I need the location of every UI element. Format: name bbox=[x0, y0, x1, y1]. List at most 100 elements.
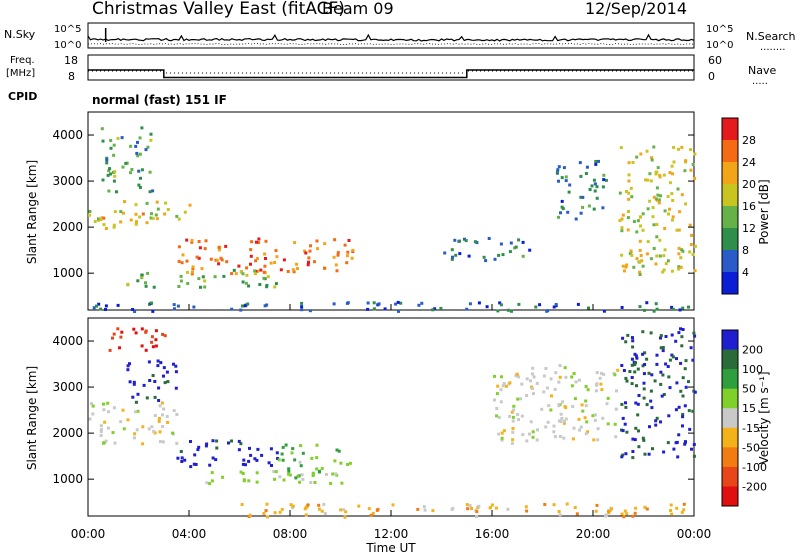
noise-left-tick-top: 10^5 bbox=[54, 24, 81, 35]
heatmap-cell bbox=[147, 360, 151, 364]
y-tick-label: 2000 bbox=[52, 220, 83, 234]
heatmap-cell bbox=[646, 178, 650, 182]
heatmap-cell bbox=[631, 336, 634, 340]
heatmap-cell bbox=[151, 374, 155, 377]
heatmap-cell bbox=[192, 305, 196, 309]
heatmap-cell bbox=[221, 475, 225, 479]
heatmap-cell bbox=[661, 270, 665, 274]
colorbar-swatch bbox=[722, 206, 738, 229]
heatmap-cell bbox=[679, 265, 683, 269]
heatmap-cell bbox=[525, 377, 529, 381]
heatmap-cell bbox=[529, 379, 532, 383]
heatmap-cell bbox=[633, 352, 637, 356]
heatmap-cell bbox=[134, 212, 138, 216]
heatmap-cell bbox=[584, 432, 588, 436]
heatmap-cell bbox=[595, 503, 599, 507]
heatmap-cell bbox=[270, 464, 273, 467]
heatmap-cell bbox=[119, 420, 123, 424]
heatmap-cell bbox=[635, 356, 639, 360]
heatmap-cell bbox=[131, 308, 135, 311]
heatmap-cell bbox=[642, 308, 646, 312]
heatmap-cell bbox=[136, 279, 140, 283]
heatmap-cell bbox=[667, 212, 670, 216]
heatmap-cell bbox=[209, 257, 213, 261]
heatmap-cell bbox=[605, 402, 609, 406]
heatmap-cell bbox=[581, 409, 585, 413]
heatmap-cell bbox=[521, 254, 525, 258]
heatmap-cell bbox=[571, 405, 575, 408]
heatmap-cell bbox=[346, 301, 350, 305]
heatmap-cell bbox=[172, 362, 175, 366]
heatmap-cell bbox=[585, 165, 589, 169]
heatmap-cell bbox=[224, 244, 228, 248]
heatmap-cell bbox=[133, 432, 137, 436]
heatmap-cell bbox=[92, 306, 96, 310]
heatmap-cell bbox=[200, 267, 204, 271]
heatmap-cell bbox=[636, 413, 640, 417]
heatmap-cell bbox=[583, 416, 587, 420]
heatmap-cell bbox=[552, 430, 556, 434]
colorbar-swatch bbox=[722, 250, 738, 273]
colorbar-tick-label: 16 bbox=[742, 200, 756, 213]
heatmap-cell bbox=[627, 191, 631, 195]
heatmap-cell bbox=[113, 441, 117, 445]
heatmap-cell bbox=[103, 420, 107, 424]
heatmap-cell bbox=[475, 515, 479, 518]
heatmap-cell bbox=[651, 206, 655, 210]
heatmap-cell bbox=[262, 276, 266, 280]
heatmap-cell bbox=[203, 285, 207, 289]
heatmap-cell bbox=[618, 219, 622, 223]
heatmap-cell bbox=[128, 362, 131, 366]
heatmap-cell bbox=[631, 339, 635, 343]
heatmap-cell bbox=[185, 259, 189, 263]
heatmap-cell bbox=[144, 348, 148, 352]
heatmap-cell bbox=[587, 306, 590, 310]
heatmap-cell bbox=[636, 402, 640, 406]
heatmap-cell bbox=[138, 136, 142, 140]
heatmap-cell bbox=[650, 406, 654, 410]
heatmap-cell bbox=[496, 384, 500, 388]
heatmap-cell bbox=[570, 384, 574, 388]
heatmap-cell bbox=[346, 250, 350, 254]
heatmap-cell bbox=[679, 327, 682, 331]
heatmap-cell bbox=[116, 136, 120, 140]
heatmap-cell bbox=[559, 211, 562, 215]
heatmap-cell bbox=[630, 363, 634, 367]
heatmap-cell bbox=[296, 267, 299, 270]
heatmap-cell bbox=[468, 504, 472, 508]
heatmap-cell bbox=[173, 307, 176, 311]
heatmap-cell bbox=[576, 302, 580, 306]
heatmap-cell bbox=[691, 409, 695, 413]
heatmap-cell bbox=[664, 362, 668, 366]
heatmap-cell bbox=[637, 445, 641, 449]
heatmap-cell bbox=[291, 447, 295, 451]
heatmap-cell bbox=[111, 431, 115, 435]
x-tick-label: 20:00 bbox=[576, 527, 611, 541]
x-tick-label: 00:00 bbox=[71, 527, 106, 541]
heatmap-cell bbox=[636, 367, 640, 371]
heatmap-cell bbox=[366, 307, 370, 311]
heatmap-cell bbox=[203, 247, 207, 251]
heatmap-cell bbox=[334, 263, 338, 267]
heatmap-cell bbox=[560, 176, 564, 180]
heatmap-cell bbox=[542, 390, 546, 394]
heatmap-cell bbox=[331, 472, 335, 476]
heatmap-cell bbox=[417, 303, 421, 307]
heatmap-cell bbox=[377, 302, 381, 306]
heatmap-cell bbox=[638, 215, 642, 219]
heatmap-cell bbox=[584, 385, 588, 388]
heatmap-cell bbox=[493, 374, 496, 378]
heatmap-cell bbox=[254, 240, 258, 244]
heatmap-cell bbox=[557, 510, 561, 513]
heatmap-cell bbox=[681, 306, 685, 310]
heatmap-cell bbox=[677, 147, 680, 151]
heatmap-cell bbox=[620, 364, 624, 367]
heatmap-cell bbox=[643, 452, 647, 456]
heatmap-cell bbox=[318, 469, 321, 473]
heatmap-cell bbox=[129, 144, 133, 148]
heatmap-cell bbox=[601, 416, 605, 420]
heatmap-cell bbox=[629, 249, 633, 253]
heatmap-cell bbox=[668, 171, 672, 175]
power-colorbar-label: Power [dB] bbox=[757, 179, 771, 244]
heatmap-cell bbox=[543, 503, 547, 506]
